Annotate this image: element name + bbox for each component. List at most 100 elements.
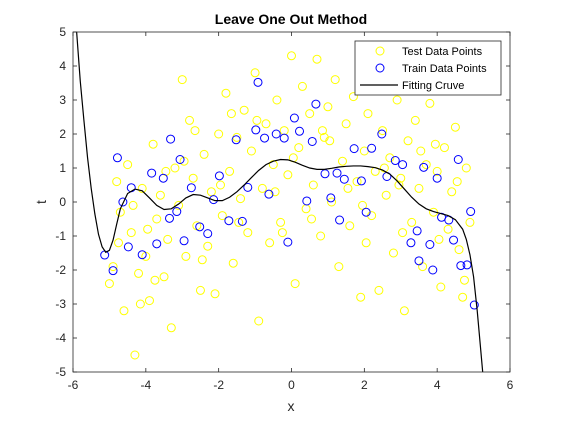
test-data-point <box>414 183 424 193</box>
train-data-point <box>158 173 168 183</box>
train-data-point <box>279 133 289 143</box>
test-data-point <box>327 197 337 207</box>
train-data-point <box>271 129 281 139</box>
test-data-point <box>358 200 368 210</box>
test-data-point <box>381 190 391 200</box>
test-data-point <box>246 146 256 156</box>
test-data-point <box>447 187 457 197</box>
test-data-point <box>181 251 191 261</box>
y-tick-label: -4 <box>55 331 66 345</box>
test-data-point <box>239 105 249 115</box>
test-data-point <box>432 166 442 176</box>
train-data-point <box>361 207 371 217</box>
train-data-point <box>214 171 224 181</box>
test-data-point <box>188 173 198 183</box>
train-data-point <box>283 237 293 247</box>
x-tick-label: 4 <box>434 378 441 392</box>
train-data-point <box>195 222 205 232</box>
train-data-point <box>311 99 321 109</box>
test-data-point <box>123 160 133 170</box>
test-data-point <box>185 115 195 125</box>
test-data-point <box>317 126 327 136</box>
legend-box <box>354 40 502 96</box>
test-data-point <box>345 221 355 231</box>
test-data-point <box>421 160 431 170</box>
test-data-point <box>254 316 264 326</box>
test-data-point <box>399 306 409 316</box>
fitting-curve-line <box>76 32 484 372</box>
axes: -6 -4 -2 0 2 4 6 5 4 3 2 1 0 -1 -2 -3 -4 -5 <box>55 25 513 392</box>
train-data-point <box>251 125 261 135</box>
test-data-point <box>316 231 326 241</box>
test-data-point <box>352 177 362 187</box>
train-data-point <box>209 195 219 205</box>
test-data-point <box>283 170 293 180</box>
train-data-point <box>243 182 253 192</box>
test-data-point <box>108 262 118 272</box>
test-data-point <box>135 299 145 309</box>
test-data-point <box>221 88 231 98</box>
legend-label: Train Data Points <box>402 63 487 75</box>
test-data-point <box>465 217 475 227</box>
test-data-point <box>461 163 471 173</box>
test-data-point <box>195 285 205 295</box>
x-axis-label: x <box>288 398 295 414</box>
test-data-point <box>379 163 389 173</box>
test-data-point <box>174 200 184 210</box>
test-data-points-series <box>104 51 475 360</box>
test-data-point <box>126 228 136 238</box>
test-data-point <box>155 190 165 200</box>
train-data-point <box>179 236 189 246</box>
test-data-point <box>214 129 224 139</box>
train-data-point <box>264 189 274 199</box>
test-data-point <box>398 228 408 238</box>
test-data-point <box>363 109 373 119</box>
train-data-point <box>295 126 305 136</box>
train-data-point <box>453 155 463 164</box>
train-data-point <box>456 261 466 271</box>
test-data-point <box>341 119 351 129</box>
test-data-point <box>134 268 144 278</box>
test-data-point <box>112 177 122 187</box>
test-data-point <box>199 149 209 159</box>
y-axis-label: t <box>33 200 49 204</box>
legend-label: Fitting Cruve <box>402 80 464 92</box>
train-data-point <box>137 250 147 260</box>
test-data-point <box>152 214 162 224</box>
train-data-point <box>335 215 345 225</box>
train-data-point <box>466 207 476 217</box>
y-tick-label: 2 <box>59 127 66 141</box>
y-tick-label: 4 <box>59 59 66 73</box>
train-data-point <box>165 213 174 223</box>
test-data-point <box>330 75 340 85</box>
train-data-point <box>307 136 317 146</box>
test-data-point <box>215 180 225 190</box>
test-data-point <box>261 119 271 129</box>
test-data-point <box>170 163 180 173</box>
test-data-point <box>378 126 388 136</box>
test-data-point <box>392 95 402 105</box>
train-data-point <box>203 229 213 239</box>
test-data-point <box>150 275 160 285</box>
train-data-point <box>419 162 429 172</box>
test-data-point <box>434 234 444 244</box>
test-data-point <box>243 228 253 238</box>
test-data-point <box>361 238 371 248</box>
test-data-point <box>343 183 353 193</box>
test-data-point <box>450 122 460 132</box>
test-data-point <box>226 109 236 119</box>
train-data-point <box>377 129 387 139</box>
train-data-point <box>412 226 422 236</box>
test-data-point <box>177 75 187 85</box>
train-data-point <box>428 265 438 275</box>
train-data-point <box>237 216 247 226</box>
train-data-point <box>432 173 442 183</box>
legend-marker <box>375 46 385 56</box>
test-data-point <box>114 238 124 248</box>
train-data-point <box>152 239 162 249</box>
test-data-point <box>430 139 440 149</box>
fitting-curve-series <box>76 32 484 372</box>
x-tick-label: 6 <box>507 378 514 392</box>
test-data-point <box>439 143 449 153</box>
